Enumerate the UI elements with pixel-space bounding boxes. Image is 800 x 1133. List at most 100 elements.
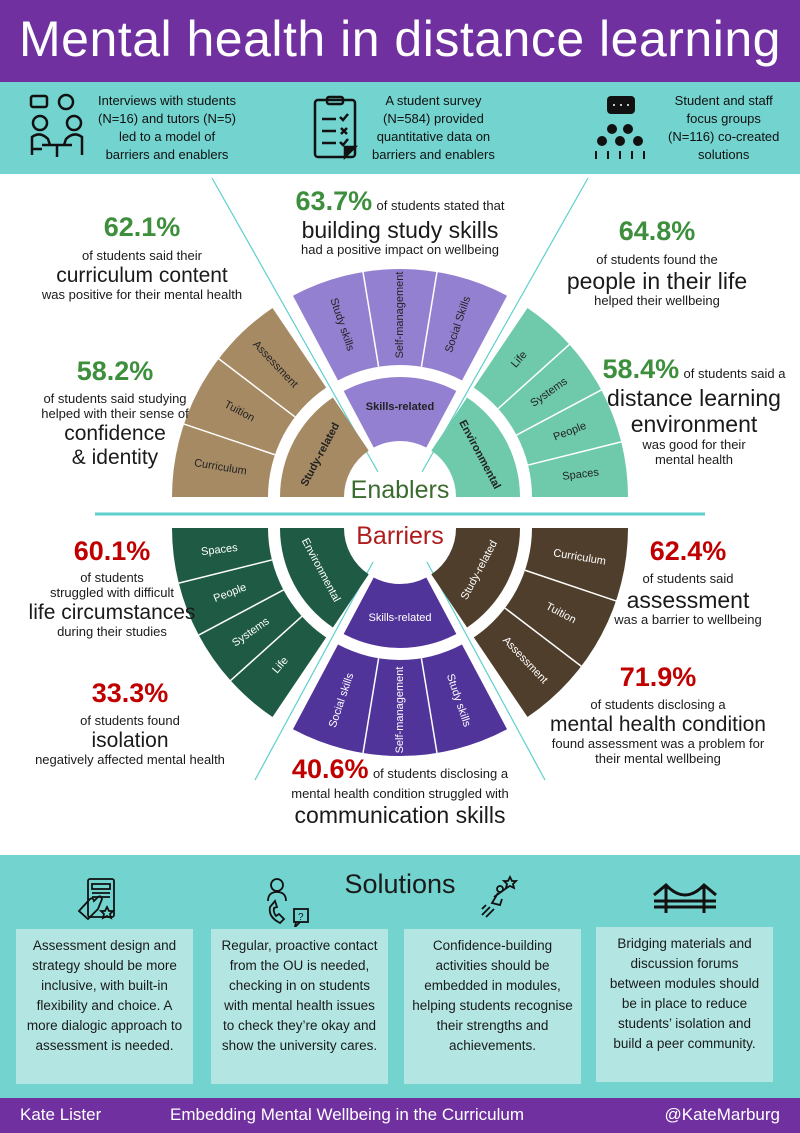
- item-segment: [292, 644, 508, 757]
- footer: Kate Lister Embedding Mental Wellbeing i…: [0, 1098, 800, 1133]
- stat-percent: 62.4%: [649, 536, 727, 566]
- stat-highlight: curriculum content: [56, 263, 228, 287]
- stat-text: of students said: [642, 571, 734, 587]
- group-segment: [431, 528, 520, 628]
- stat-text: of students said studying: [43, 391, 187, 407]
- enablers-label: Enablers: [350, 476, 450, 504]
- solution-text: Assessment design and strategy should be…: [26, 938, 183, 1053]
- stat-text: struggled with difficult: [49, 584, 175, 600]
- stat-text: of students disclosing a: [590, 697, 726, 713]
- stat-text: of students said a: [683, 366, 786, 381]
- segment-separator: [524, 569, 617, 602]
- method-text: (N=116) co-created: [668, 129, 780, 144]
- stat-percent: 58.2%: [76, 356, 154, 386]
- item-label: Spaces: [200, 542, 238, 558]
- method-text: Interviews with students: [98, 93, 237, 108]
- stat-text: their mental wellbeing: [595, 751, 721, 767]
- divider-line: [426, 561, 546, 781]
- stat-highlight: communication skills: [294, 801, 506, 828]
- page-title: Mental health in distance learning: [19, 11, 781, 67]
- footer-author: Kate Lister: [20, 1105, 102, 1124]
- svg-text:?: ?: [298, 912, 304, 923]
- divider-lines: [95, 177, 705, 781]
- solution-card: Bridging materials and discussion forums…: [596, 927, 773, 1082]
- stat-highlight: environment: [630, 411, 758, 438]
- stat-environment: 58.4% of students said a distance learni…: [603, 354, 786, 468]
- methods-band: Interviews with students (N=16) and tuto…: [0, 82, 800, 174]
- item-label: Self-management: [394, 667, 406, 754]
- stat-text: had a positive impact on wellbeing: [300, 242, 499, 258]
- interview-icon: [29, 93, 84, 157]
- stat-mental-health-condition: 71.9% of students disclosing a mental he…: [550, 662, 766, 767]
- segment-separator: [178, 559, 273, 584]
- stat-assessment: 62.4% of students said assessment was a …: [614, 536, 761, 628]
- solutions-title: Solutions: [344, 869, 456, 899]
- method-text: (N=16) and tutors (N=5): [98, 111, 237, 126]
- enablers-barriers-diagram: Study-relatedCurriculumTuitionAssessment…: [95, 177, 705, 781]
- solution-text: Confidence-building activities should be…: [412, 938, 573, 1053]
- stat-isolation: 33.3% of students found isolation negati…: [35, 678, 225, 768]
- item-label: Spaces: [562, 466, 600, 482]
- solution-card: Regular, proactive contact from the OU i…: [211, 929, 388, 1084]
- stat-highlight: people in their life: [566, 267, 748, 294]
- survey-clipboard-icon: [313, 95, 359, 161]
- solution-text: Regular, proactive contact from the OU i…: [221, 938, 378, 1053]
- method-survey: A student survey (N=584) provided quanti…: [312, 92, 495, 164]
- stat-text: of students found: [80, 713, 180, 729]
- segment-separator: [420, 271, 438, 367]
- stat-confidence: 58.2% of students said studying helped w…: [41, 356, 188, 470]
- stat-communication: 40.6% of students disclosing a mental he…: [291, 754, 509, 828]
- stat-text: helped with their sense of: [41, 405, 189, 421]
- stat-percent: 40.6%: [291, 754, 369, 784]
- method-text: Student and staff: [674, 93, 773, 108]
- method-focus-groups: Student and staff focus groups (N=116) c…: [592, 92, 779, 164]
- group-label: Skills-related: [366, 401, 434, 413]
- stat-people: 64.8% of students found the people in th…: [567, 216, 747, 309]
- group-label: Skills-related: [369, 612, 432, 624]
- segment-separator: [362, 271, 380, 367]
- stat-text: of students disclosing a: [372, 766, 509, 781]
- item-segment: [473, 528, 628, 718]
- segment-separator: [516, 389, 602, 436]
- divider-line: [211, 177, 379, 473]
- header: Mental health in distance learning: [0, 0, 800, 82]
- divider-line: [254, 561, 374, 781]
- segment-separator: [527, 441, 622, 466]
- stat-highlight: mental health condition: [550, 712, 766, 736]
- segment-separator: [218, 358, 296, 418]
- group-segment: [280, 397, 369, 497]
- bridge-icon: [653, 882, 717, 913]
- barriers-label: Barriers: [356, 522, 444, 550]
- stat-text: of students: [80, 570, 144, 586]
- segment-separator: [497, 343, 570, 410]
- item-segment: [292, 269, 508, 381]
- stat-text: of students said their: [82, 248, 202, 264]
- stat-percent: 60.1%: [73, 536, 151, 566]
- stat-percent: 63.7%: [295, 186, 373, 216]
- solution-card: Confidence-building activities should be…: [404, 929, 581, 1084]
- stat-highlight: building study skills: [301, 217, 499, 244]
- stat-highlight: distance learning: [607, 385, 781, 412]
- stat-text: negatively affected mental health: [35, 752, 225, 768]
- method-text: barriers and enablers: [105, 147, 229, 162]
- rocket-person-star-icon: [481, 874, 519, 918]
- stat-highlight: isolation: [91, 728, 169, 752]
- tablet-hand-star-icon: [77, 878, 116, 921]
- stat-highlight: confidence: [64, 421, 166, 445]
- segment-separator: [183, 423, 276, 456]
- item-label: Self-management: [394, 272, 406, 359]
- stat-percent: 62.1%: [103, 212, 181, 242]
- focus-group-icon: [595, 96, 645, 159]
- stat-text: during their studies: [57, 624, 167, 640]
- method-text: barriers and enablers: [372, 147, 495, 162]
- group-segment: [280, 528, 369, 628]
- segment-separator: [198, 589, 284, 636]
- method-text: led to a model of: [118, 129, 216, 144]
- stat-percent: 64.8%: [618, 216, 696, 246]
- method-text: solutions: [698, 147, 750, 162]
- method-text: quantitative data on: [376, 129, 491, 144]
- stat-curriculum: 62.1% of students said their curriculum …: [42, 212, 242, 303]
- stat-text: mental health: [654, 451, 734, 467]
- stat-text: was positive for their mental health: [41, 287, 243, 303]
- stat-highlight: assessment: [626, 586, 750, 613]
